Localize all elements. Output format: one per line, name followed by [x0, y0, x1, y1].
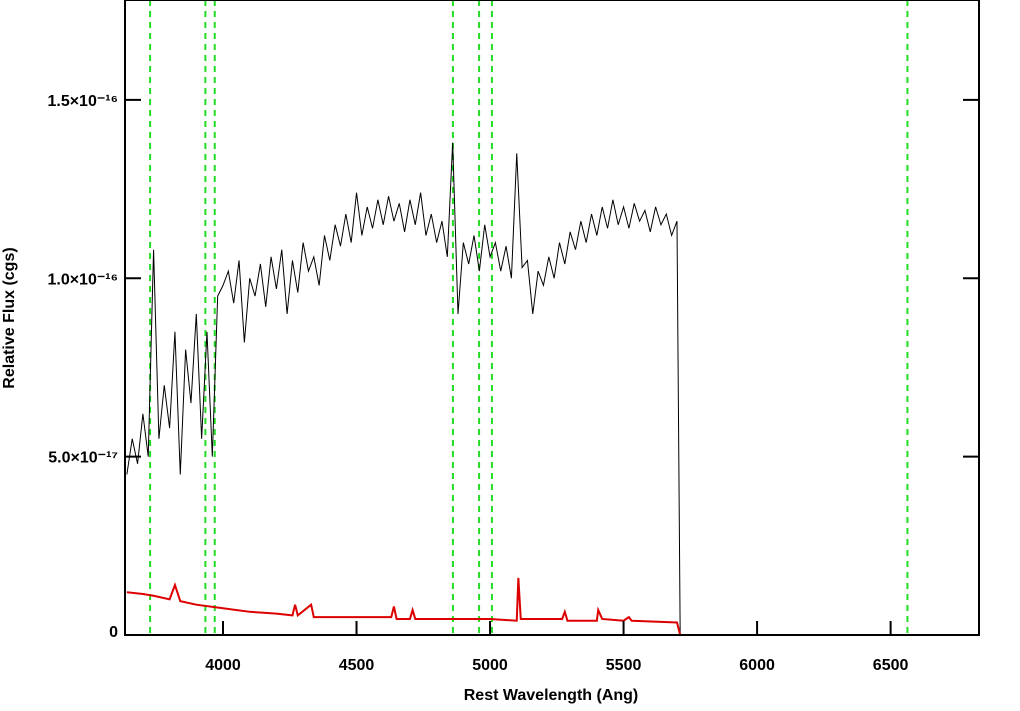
x-tick-label: 6000 [739, 657, 775, 674]
y-tick-label: 5.0×10⁻¹⁷ [48, 450, 118, 467]
plot-frame [124, 0, 980, 636]
y-tick-label: 0 [109, 624, 118, 641]
y-tick-label: 1.0×10⁻¹⁶ [47, 271, 118, 288]
x-tick-label: 4500 [339, 657, 375, 674]
x-axis-label: Rest Wavelength (Ang) [464, 687, 639, 704]
y-axis-label: Relative Flux (cgs) [1, 247, 18, 388]
x-tick-label: 5500 [606, 657, 642, 674]
x-tick-label: 6500 [873, 657, 909, 674]
x-tick-label: 5000 [472, 657, 508, 674]
x-tick-label: 4000 [205, 657, 241, 674]
y-tick-label: 1.5×10⁻¹⁶ [47, 93, 118, 110]
spectrum-line [126, 142, 681, 636]
spectrum-line [126, 577, 979, 636]
